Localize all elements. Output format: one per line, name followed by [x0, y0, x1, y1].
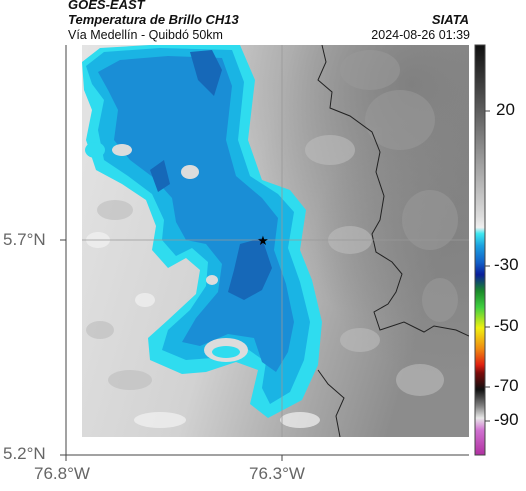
cloud-core: [150, 50, 272, 300]
lon-tick-label: 76.3°W: [249, 464, 305, 483]
colorbar-label: -50: [494, 316, 519, 335]
lon-tick-label: 76.8°W: [34, 464, 90, 483]
lat-tick-label: 5.7°N: [3, 230, 46, 249]
timestamp: 2024-08-26 01:39: [371, 28, 470, 42]
border-line: [317, 45, 469, 337]
org-label: SIATA: [431, 12, 469, 27]
colorbar: [474, 44, 486, 456]
product-title: Temperatura de Brillo CH13: [68, 12, 239, 27]
colorbar-label: -30: [494, 255, 519, 274]
route-label: Vía Medellín - Quibdó 50km: [68, 28, 223, 42]
colorbar-label: -70: [494, 376, 519, 395]
satellite-title: GOES-EAST: [68, 0, 145, 12]
lat-tick-label: 5.2°N: [3, 444, 46, 463]
colorbar-label: 20: [496, 100, 515, 119]
colorbar-label: -90: [494, 410, 519, 429]
star-marker: ★: [257, 234, 269, 249]
